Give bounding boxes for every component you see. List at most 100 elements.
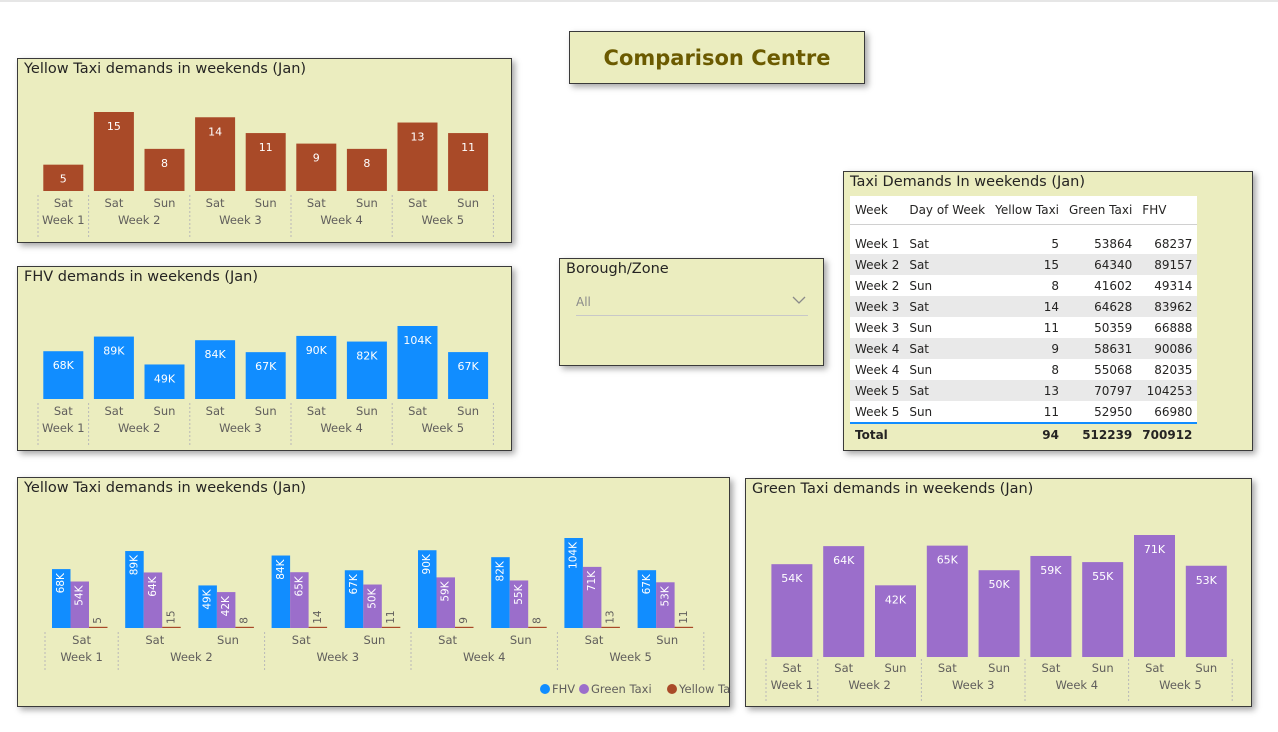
bar-yellow-taxi (528, 626, 547, 628)
x-tick-week-label: Week 5 (1159, 678, 1201, 692)
data-label: 54K (74, 584, 86, 605)
data-label: 8 (161, 157, 168, 170)
table-total-cell: 512239 (1064, 422, 1138, 446)
table-row[interactable]: Week 5 Sat 13 70797 104253 (850, 380, 1198, 401)
x-tick-day-label: Sun (1195, 661, 1217, 675)
data-label: 82K (494, 560, 506, 581)
x-tick-day-label: Sun (656, 633, 678, 647)
bar (771, 564, 813, 657)
x-tick-week-label: Week 2 (118, 421, 160, 435)
x-tick-day-label: Sun (510, 633, 532, 647)
green-taxi-chart-panel[interactable]: Green Taxi demands in weekends (Jan) 54K… (745, 478, 1252, 707)
bar (448, 352, 489, 399)
x-tick-day-label: Sun (154, 404, 176, 418)
column-header-day-of-week[interactable]: Day of Week (904, 196, 991, 225)
table-cell: 53864 (1064, 233, 1138, 254)
table-cell: Sat (904, 296, 991, 317)
x-tick-week-label: Week 4 (1056, 678, 1098, 692)
table-cell: Sun (904, 359, 991, 380)
bar-yellow-taxi (601, 626, 620, 628)
table-row[interactable]: Week 4 Sat 9 58631 90086 (850, 338, 1198, 359)
x-tick-day-label: Sun (217, 633, 239, 647)
table-total-cell: 700912 (1137, 422, 1198, 446)
table-row[interactable]: Week 3 Sat 14 64628 83962 (850, 296, 1198, 317)
data-label: 49K (202, 588, 214, 609)
x-tick-week-label: Week 2 (118, 213, 160, 227)
data-label: 9 (313, 152, 320, 165)
bar-fhv (271, 555, 291, 628)
table-row[interactable]: Week 1 Sat 5 53864 68237 (850, 233, 1198, 254)
table-cell: 14 (990, 296, 1064, 317)
bar-green-taxi (143, 572, 163, 628)
bar (346, 341, 387, 399)
data-label: 11 (461, 141, 475, 154)
table-row[interactable]: Week 2 Sat 15 64340 89157 (850, 254, 1198, 275)
taxi-demands-table-panel[interactable]: Taxi Demands In weekends (Jan) Week Day … (843, 171, 1253, 451)
data-label: 64K (147, 575, 159, 596)
bar-fhv (198, 585, 217, 628)
table-total-cell (904, 422, 991, 446)
x-tick-week-label: Week 3 (219, 421, 261, 435)
borough-zone-slicer[interactable]: Borough/Zone All (559, 258, 824, 366)
data-label: 67K (348, 573, 360, 594)
yellow-taxi-chart-title: Yellow Taxi demands in weekends (Jan) (24, 61, 307, 77)
x-tick-week-label: Week 1 (60, 650, 102, 664)
x-tick-day-label: Sat (938, 661, 957, 675)
data-label: 11 (385, 610, 397, 623)
bar-fhv (344, 570, 364, 628)
bar-green-taxi (656, 582, 675, 628)
data-label: 5 (92, 617, 104, 624)
bar (823, 546, 865, 657)
data-label: 68K (55, 572, 67, 593)
column-header-week[interactable]: Week (850, 196, 905, 225)
yellow-taxi-chart-panel[interactable]: Yellow Taxi demands in weekends (Jan) 5 1… (17, 58, 512, 243)
table-cell: 50359 (1064, 317, 1138, 338)
data-label: 42K (885, 593, 907, 606)
legend-marker (667, 684, 677, 694)
x-tick-day-label: Sat (206, 404, 225, 418)
table-row[interactable]: Week 2 Sun 8 41602 49314 (850, 275, 1198, 296)
column-header-fhv[interactable]: FHV (1137, 196, 1198, 225)
table-row[interactable]: Week 3 Sun 11 50359 66888 (850, 317, 1198, 338)
x-tick-day-label: Sat (104, 196, 123, 210)
top-divider (0, 0, 1278, 2)
data-label: 14 (208, 125, 222, 138)
x-tick-day-label: Sat (585, 633, 604, 647)
table-cell: Week 5 (850, 401, 905, 423)
data-label: 82K (356, 350, 378, 363)
yellow-taxi-chart: 5 15 8 14 11 9 8 13 11 Sat Sat Sun Sat Sun Sat Sun Sat Su… (37, 112, 494, 239)
x-tick-day-label: Sat (307, 404, 326, 418)
column-header-green-taxi[interactable]: Green Taxi (1064, 196, 1138, 225)
x-tick-week-label: Week 5 (422, 421, 464, 435)
chevron-down-icon[interactable] (792, 293, 806, 311)
data-label: 42K (220, 595, 232, 616)
data-label: 90K (306, 344, 328, 357)
table-row[interactable]: Week 5 Sun 11 52950 66980 (850, 401, 1198, 423)
data-label: 8 (363, 157, 370, 170)
data-label: 64K (833, 554, 855, 567)
column-header-yellow-taxi[interactable]: Yellow Taxi (990, 196, 1064, 225)
x-tick-week-label: Week 1 (42, 213, 84, 227)
table-cell: 5 (990, 233, 1064, 254)
slicer-selected-value: All (576, 295, 591, 309)
data-label: 54K (781, 572, 803, 585)
table-total-cell: 94 (990, 422, 1064, 446)
x-tick-day-label: Sun (356, 404, 378, 418)
table-total-row: Total 94 512239 700912 (850, 422, 1198, 446)
bar-yellow-taxi (308, 626, 328, 628)
data-label: 65K (937, 554, 959, 567)
data-label: 104K (403, 334, 432, 347)
x-tick-day-label: Sat (408, 404, 427, 418)
table-row[interactable]: Week 4 Sun 8 55068 82035 (850, 359, 1198, 380)
fhv-chart-panel[interactable]: FHV demands in weekends (Jan) 68K 89K 49K 8… (17, 266, 512, 451)
combined-demands-chart-panel[interactable]: Yellow Taxi demands in weekends (Jan) 68… (17, 477, 731, 707)
bar-green-taxi (582, 566, 602, 628)
data-label: 53K (659, 585, 671, 606)
table-cell: Week 3 (850, 317, 905, 338)
data-label: 13 (411, 131, 425, 144)
bar (144, 364, 185, 399)
table-cell: Week 3 (850, 296, 905, 317)
borough-zone-dropdown[interactable]: All (576, 293, 808, 316)
table-cell: 9 (990, 338, 1064, 359)
table-cell: 11 (990, 317, 1064, 338)
